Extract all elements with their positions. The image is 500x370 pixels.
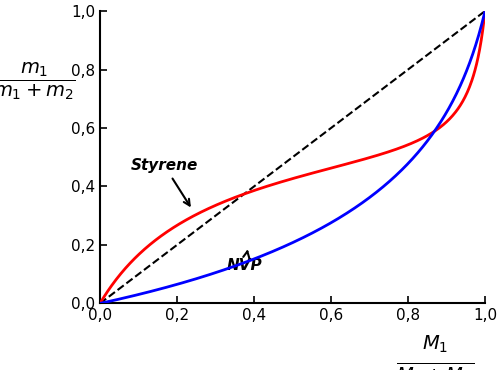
Text: $m_1$: $m_1$	[20, 60, 48, 79]
Text: $\overline{m_1 + m_2}$: $\overline{m_1 + m_2}$	[0, 78, 76, 102]
Text: $M_1$: $M_1$	[422, 334, 448, 355]
Text: $\overline{M_1 + M_2}$: $\overline{M_1 + M_2}$	[396, 360, 474, 370]
Text: NVP: NVP	[227, 251, 262, 273]
Text: Styrene: Styrene	[131, 158, 198, 206]
